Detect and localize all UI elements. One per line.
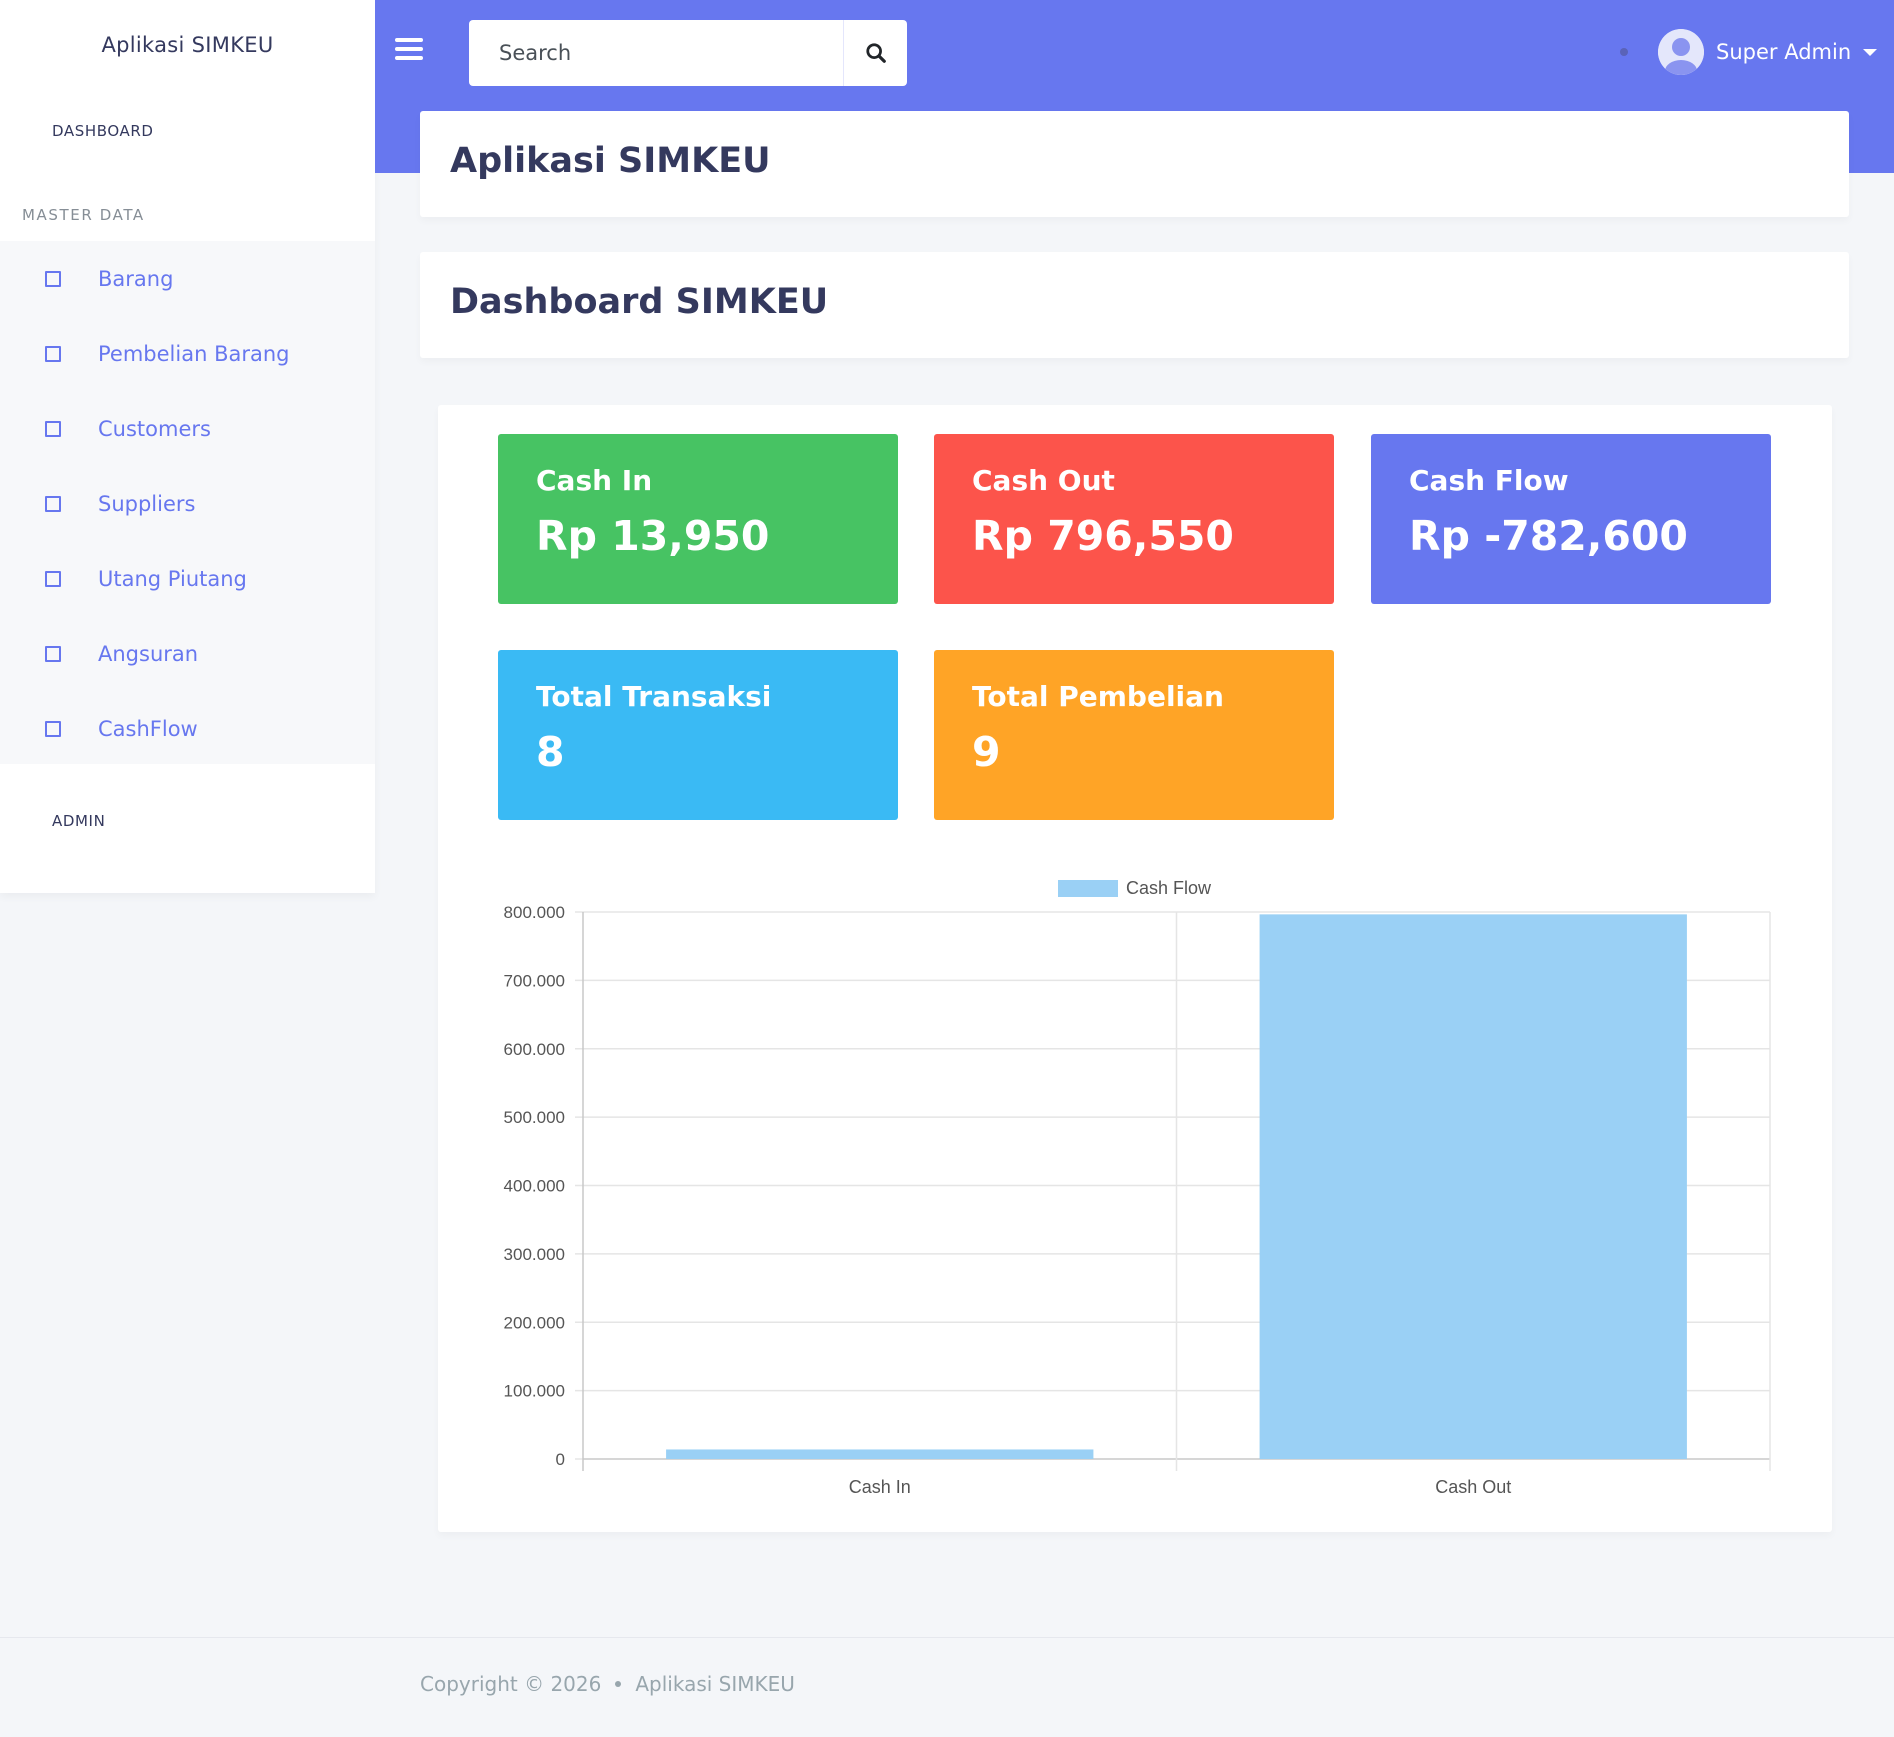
stat-card-cash-in: Cash In Rp 13,950 <box>498 434 898 604</box>
square-icon <box>45 345 61 362</box>
search-input[interactable] <box>469 20 843 86</box>
avatar <box>1658 29 1704 75</box>
y-tick-label: 500.000 <box>504 1108 565 1127</box>
chevron-down-icon <box>1863 48 1878 56</box>
legend-label: Cash Flow <box>1126 878 1212 898</box>
sidebar-brand[interactable]: Aplikasi SIMKEU <box>101 33 274 57</box>
square-icon <box>45 270 61 287</box>
y-tick-label: 700.000 <box>504 971 565 990</box>
sidebar-item-label: Pembelian Barang <box>98 341 290 366</box>
y-tick-label: 400.000 <box>504 1177 565 1196</box>
y-tick-label: 300.000 <box>504 1245 565 1264</box>
search-form <box>469 20 907 86</box>
square-icon <box>45 495 61 512</box>
user-name: Super Admin <box>1716 40 1852 64</box>
hamburger-menu-icon[interactable] <box>395 38 423 66</box>
y-tick-label: 100.000 <box>504 1382 565 1401</box>
stat-value: Rp -782,600 <box>1409 512 1688 560</box>
stat-title: Total Transaksi <box>536 680 772 713</box>
sidebar-submenu: Barang Pembelian Barang Customers Suppli… <box>0 241 375 764</box>
stat-value: 8 <box>536 728 565 776</box>
bullet-icon <box>615 1681 622 1687</box>
x-tick-label: Cash Out <box>1435 1477 1511 1497</box>
sidebar-item-admin[interactable]: ADMIN <box>52 812 106 830</box>
legend-swatch <box>1058 880 1118 897</box>
stat-title: Cash In <box>536 464 653 497</box>
page-header-card: Aplikasi SIMKEU <box>420 111 1849 217</box>
x-tick-label: Cash In <box>849 1477 911 1497</box>
sidebar-item-label: Angsuran <box>98 641 199 666</box>
square-icon <box>45 570 61 587</box>
sidebar-item-label: CashFlow <box>98 716 198 741</box>
sidebar-item-label: Barang <box>98 266 174 291</box>
sidebar-item-label: Utang Piutang <box>98 566 247 591</box>
notification-dot-icon[interactable] <box>1620 48 1628 56</box>
stat-title: Cash Flow <box>1409 464 1569 497</box>
sidebar-item-label: Customers <box>98 416 211 441</box>
user-menu-dropdown[interactable]: Super Admin <box>1658 28 1878 76</box>
y-tick-label: 600.000 <box>504 1040 565 1059</box>
sidebar-item-utang-piutang[interactable]: Utang Piutang <box>0 541 375 616</box>
section-header-card: Dashboard SIMKEU <box>420 252 1849 358</box>
square-icon <box>45 420 61 437</box>
sidebar-item-pembelian-barang[interactable]: Pembelian Barang <box>0 316 375 391</box>
square-icon <box>45 645 61 662</box>
sidebar-item-customers[interactable]: Customers <box>0 391 375 466</box>
stat-title: Total Pembelian <box>972 680 1224 713</box>
sidebar-header-master-data: MASTER DATA <box>22 206 145 224</box>
footer-text: Copyright © 2026 Aplikasi SIMKEU <box>420 1672 795 1696</box>
bar-cash-out <box>1259 914 1687 1459</box>
stat-value: Rp 796,550 <box>972 512 1234 560</box>
sidebar-item-cashflow[interactable]: CashFlow <box>0 691 375 766</box>
stat-card-total-transaksi: Total Transaksi 8 <box>498 650 898 820</box>
footer-copyright: Copyright © 2026 <box>420 1672 602 1696</box>
stat-value: Rp 13,950 <box>536 512 770 560</box>
stat-card-cash-flow: Cash Flow Rp -782,600 <box>1371 434 1771 604</box>
y-tick-label: 800.000 <box>504 903 565 922</box>
search-icon <box>865 43 886 63</box>
search-button[interactable] <box>843 20 907 86</box>
cash-flow-bar-chart: Cash Flow 800.000 700.000 600.000 500.000 400… <box>504 878 1771 1497</box>
user-avatar-icon <box>1658 29 1704 75</box>
sidebar-item-suppliers[interactable]: Suppliers <box>0 466 375 541</box>
bar-cash-in <box>666 1449 1094 1459</box>
sidebar-item-barang[interactable]: Barang <box>0 241 375 316</box>
stat-title: Cash Out <box>972 464 1115 497</box>
sidebar-item-label: Suppliers <box>98 491 196 516</box>
footer: Copyright © 2026 Aplikasi SIMKEU <box>0 1637 1894 1737</box>
section-title: Dashboard SIMKEU <box>450 282 829 322</box>
sidebar: Aplikasi SIMKEU DASHBOARD MASTER DATA Ba… <box>0 0 375 893</box>
stat-card-cash-out: Cash Out Rp 796,550 <box>934 434 1334 604</box>
square-icon <box>45 720 61 737</box>
stat-value: 9 <box>972 728 1001 776</box>
stat-card-total-pembelian: Total Pembelian 9 <box>934 650 1334 820</box>
y-tick-label: 0 <box>556 1450 565 1469</box>
y-tick-label: 200.000 <box>504 1313 565 1332</box>
sidebar-item-dashboard[interactable]: DASHBOARD <box>52 122 154 140</box>
page-title: Aplikasi SIMKEU <box>450 141 771 181</box>
footer-app-name[interactable]: Aplikasi SIMKEU <box>635 1672 795 1696</box>
navbar: Super Admin <box>375 0 1894 104</box>
sidebar-item-angsuran[interactable]: Angsuran <box>0 616 375 691</box>
